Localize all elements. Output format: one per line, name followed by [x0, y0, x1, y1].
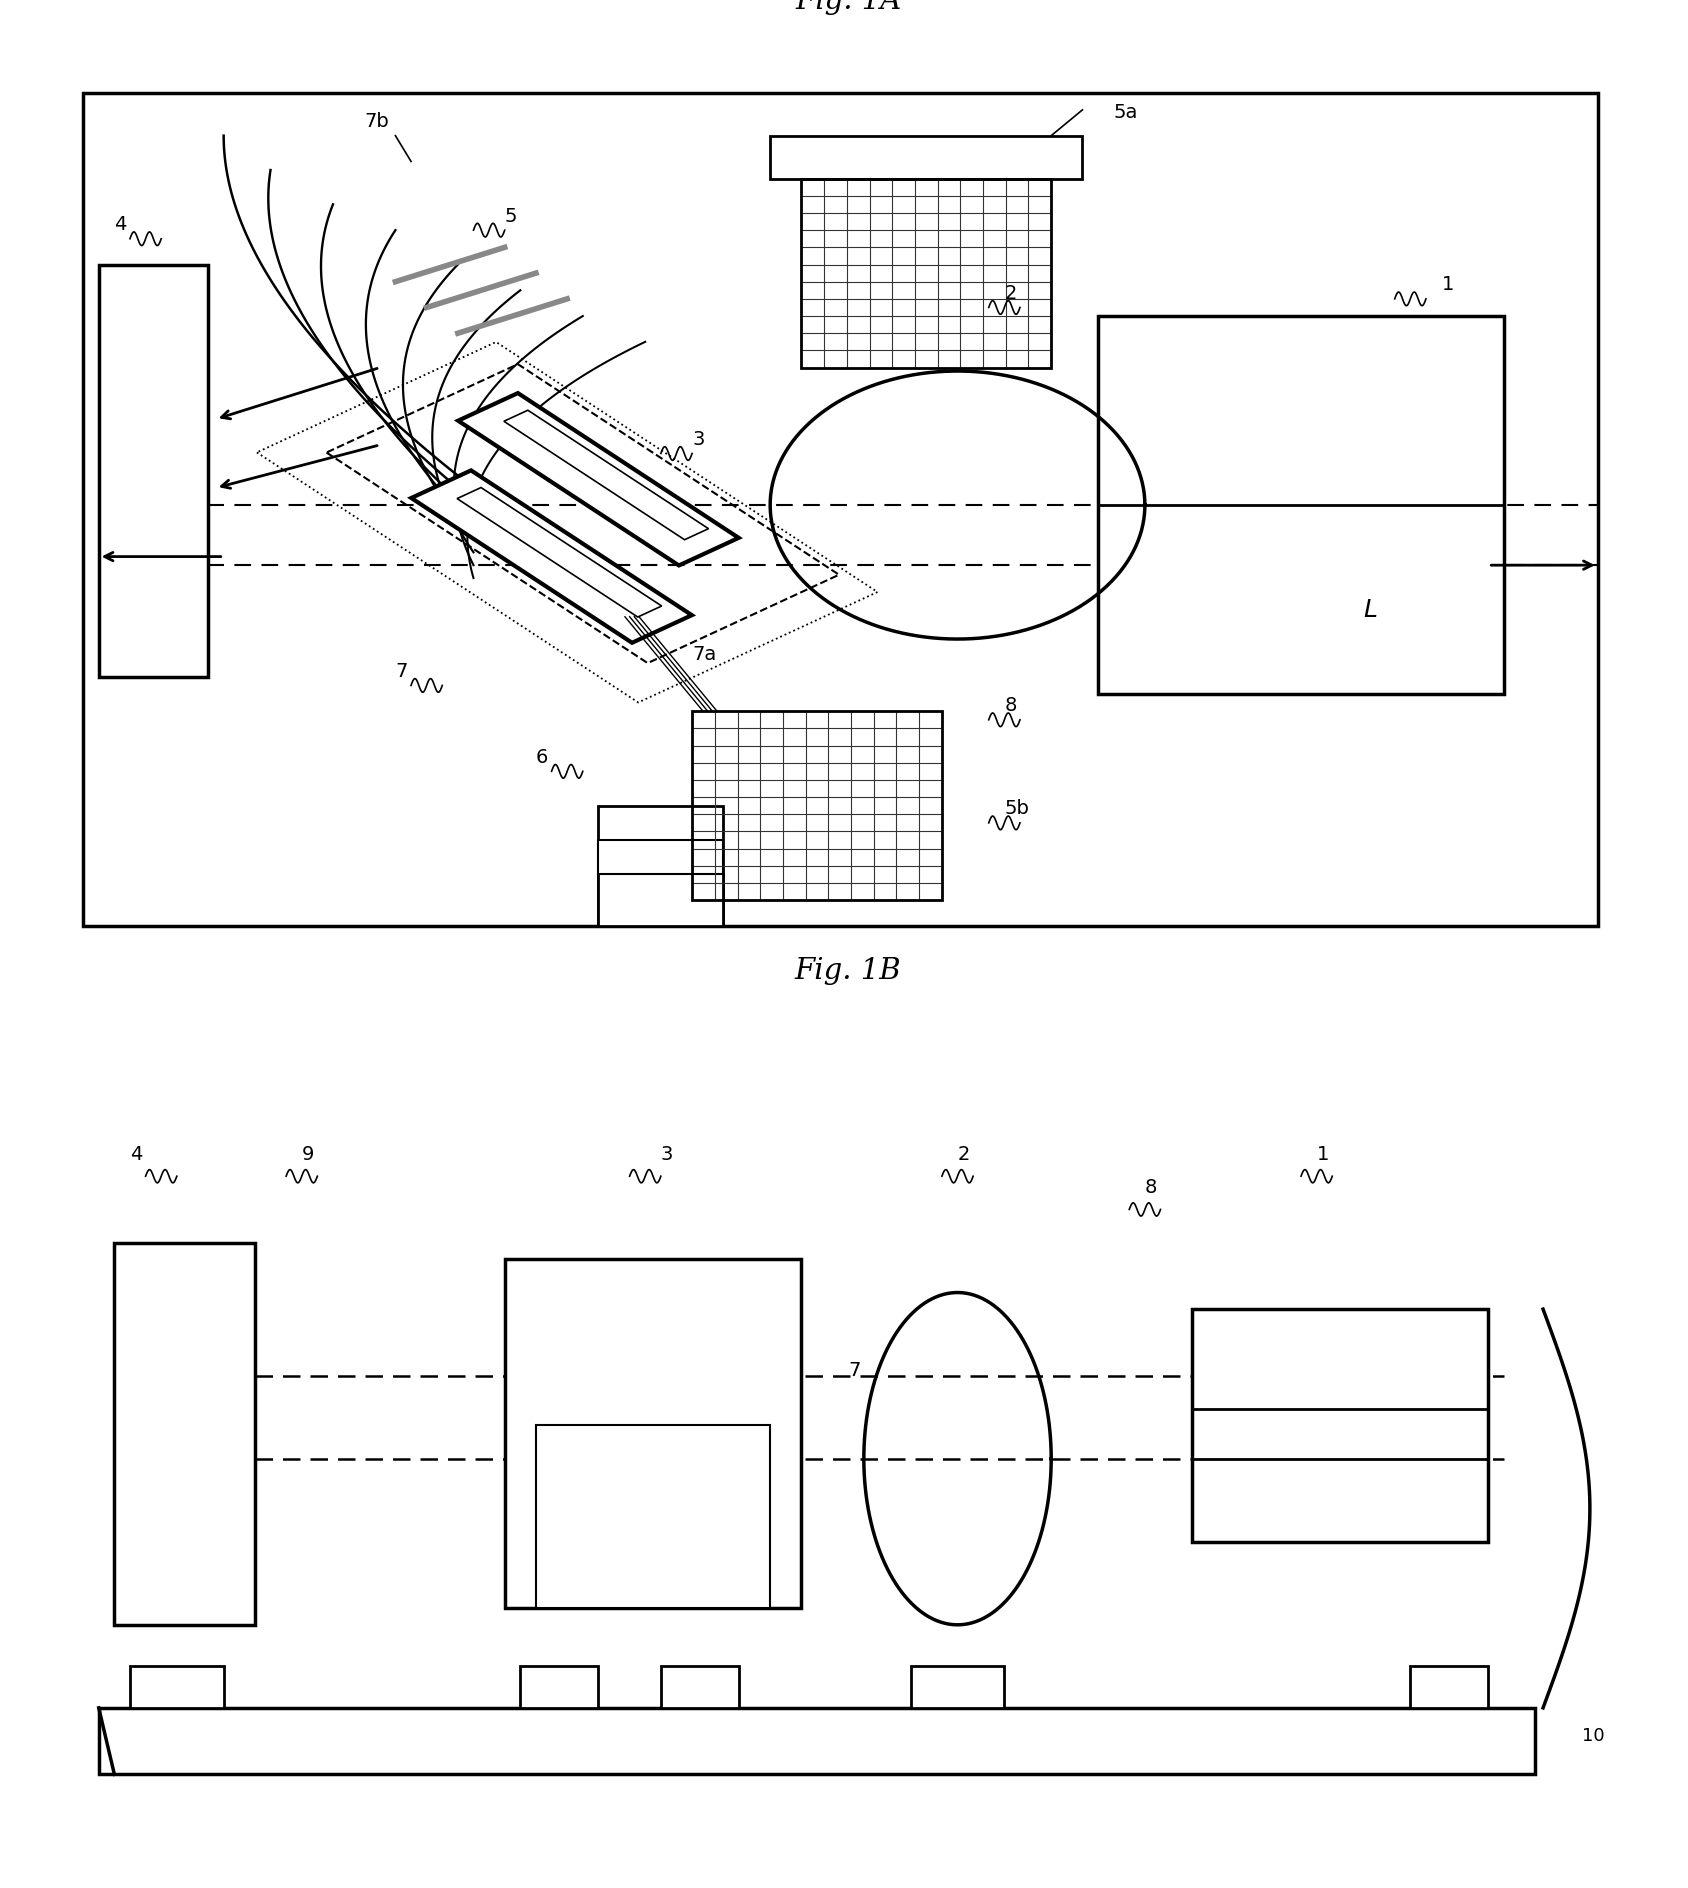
Text: 6: 6 [537, 748, 549, 767]
Bar [692, 712, 942, 901]
Text: 4: 4 [130, 1144, 142, 1163]
Text: 5b: 5b [1004, 799, 1030, 818]
Text: 5: 5 [505, 206, 517, 225]
Bar [598, 874, 724, 925]
Bar [1099, 315, 1504, 695]
Text: 7b: 7b [365, 111, 388, 130]
Text: 4: 4 [115, 215, 127, 234]
Bar [598, 840, 724, 874]
Bar [505, 1259, 802, 1609]
Text: Fig. 1B: Fig. 1B [795, 957, 901, 986]
Text: Fig. 1A: Fig. 1A [795, 0, 901, 15]
Polygon shape [505, 410, 709, 540]
Bar [98, 264, 208, 676]
Text: 5a: 5a [1114, 104, 1138, 123]
Text: L: L [1364, 598, 1377, 621]
Bar [98, 1709, 1536, 1775]
Text: 7: 7 [395, 663, 408, 682]
Text: 3: 3 [692, 430, 704, 449]
Text: 2: 2 [1004, 283, 1016, 302]
Text: 8: 8 [1144, 1178, 1158, 1197]
Text: 8: 8 [1004, 697, 1016, 716]
Text: 9: 9 [302, 1144, 314, 1163]
Text: 7: 7 [849, 1361, 861, 1380]
Text: 10: 10 [1582, 1728, 1605, 1745]
Text: 1: 1 [1317, 1144, 1328, 1163]
Bar [520, 1667, 599, 1709]
Polygon shape [457, 393, 739, 566]
Polygon shape [457, 487, 662, 617]
Text: 2: 2 [957, 1144, 971, 1163]
Text: 7a: 7a [692, 644, 716, 665]
Bar [598, 806, 724, 925]
Bar [802, 179, 1052, 368]
Bar [770, 136, 1082, 179]
Bar [1411, 1667, 1489, 1709]
Text: 1: 1 [1442, 276, 1453, 295]
Bar [115, 1242, 255, 1626]
Bar [912, 1667, 1004, 1709]
Bar [1192, 1308, 1489, 1542]
Bar [130, 1667, 223, 1709]
Bar [537, 1425, 770, 1609]
Polygon shape [412, 470, 692, 642]
Text: 3: 3 [662, 1144, 674, 1163]
Bar [662, 1667, 739, 1709]
